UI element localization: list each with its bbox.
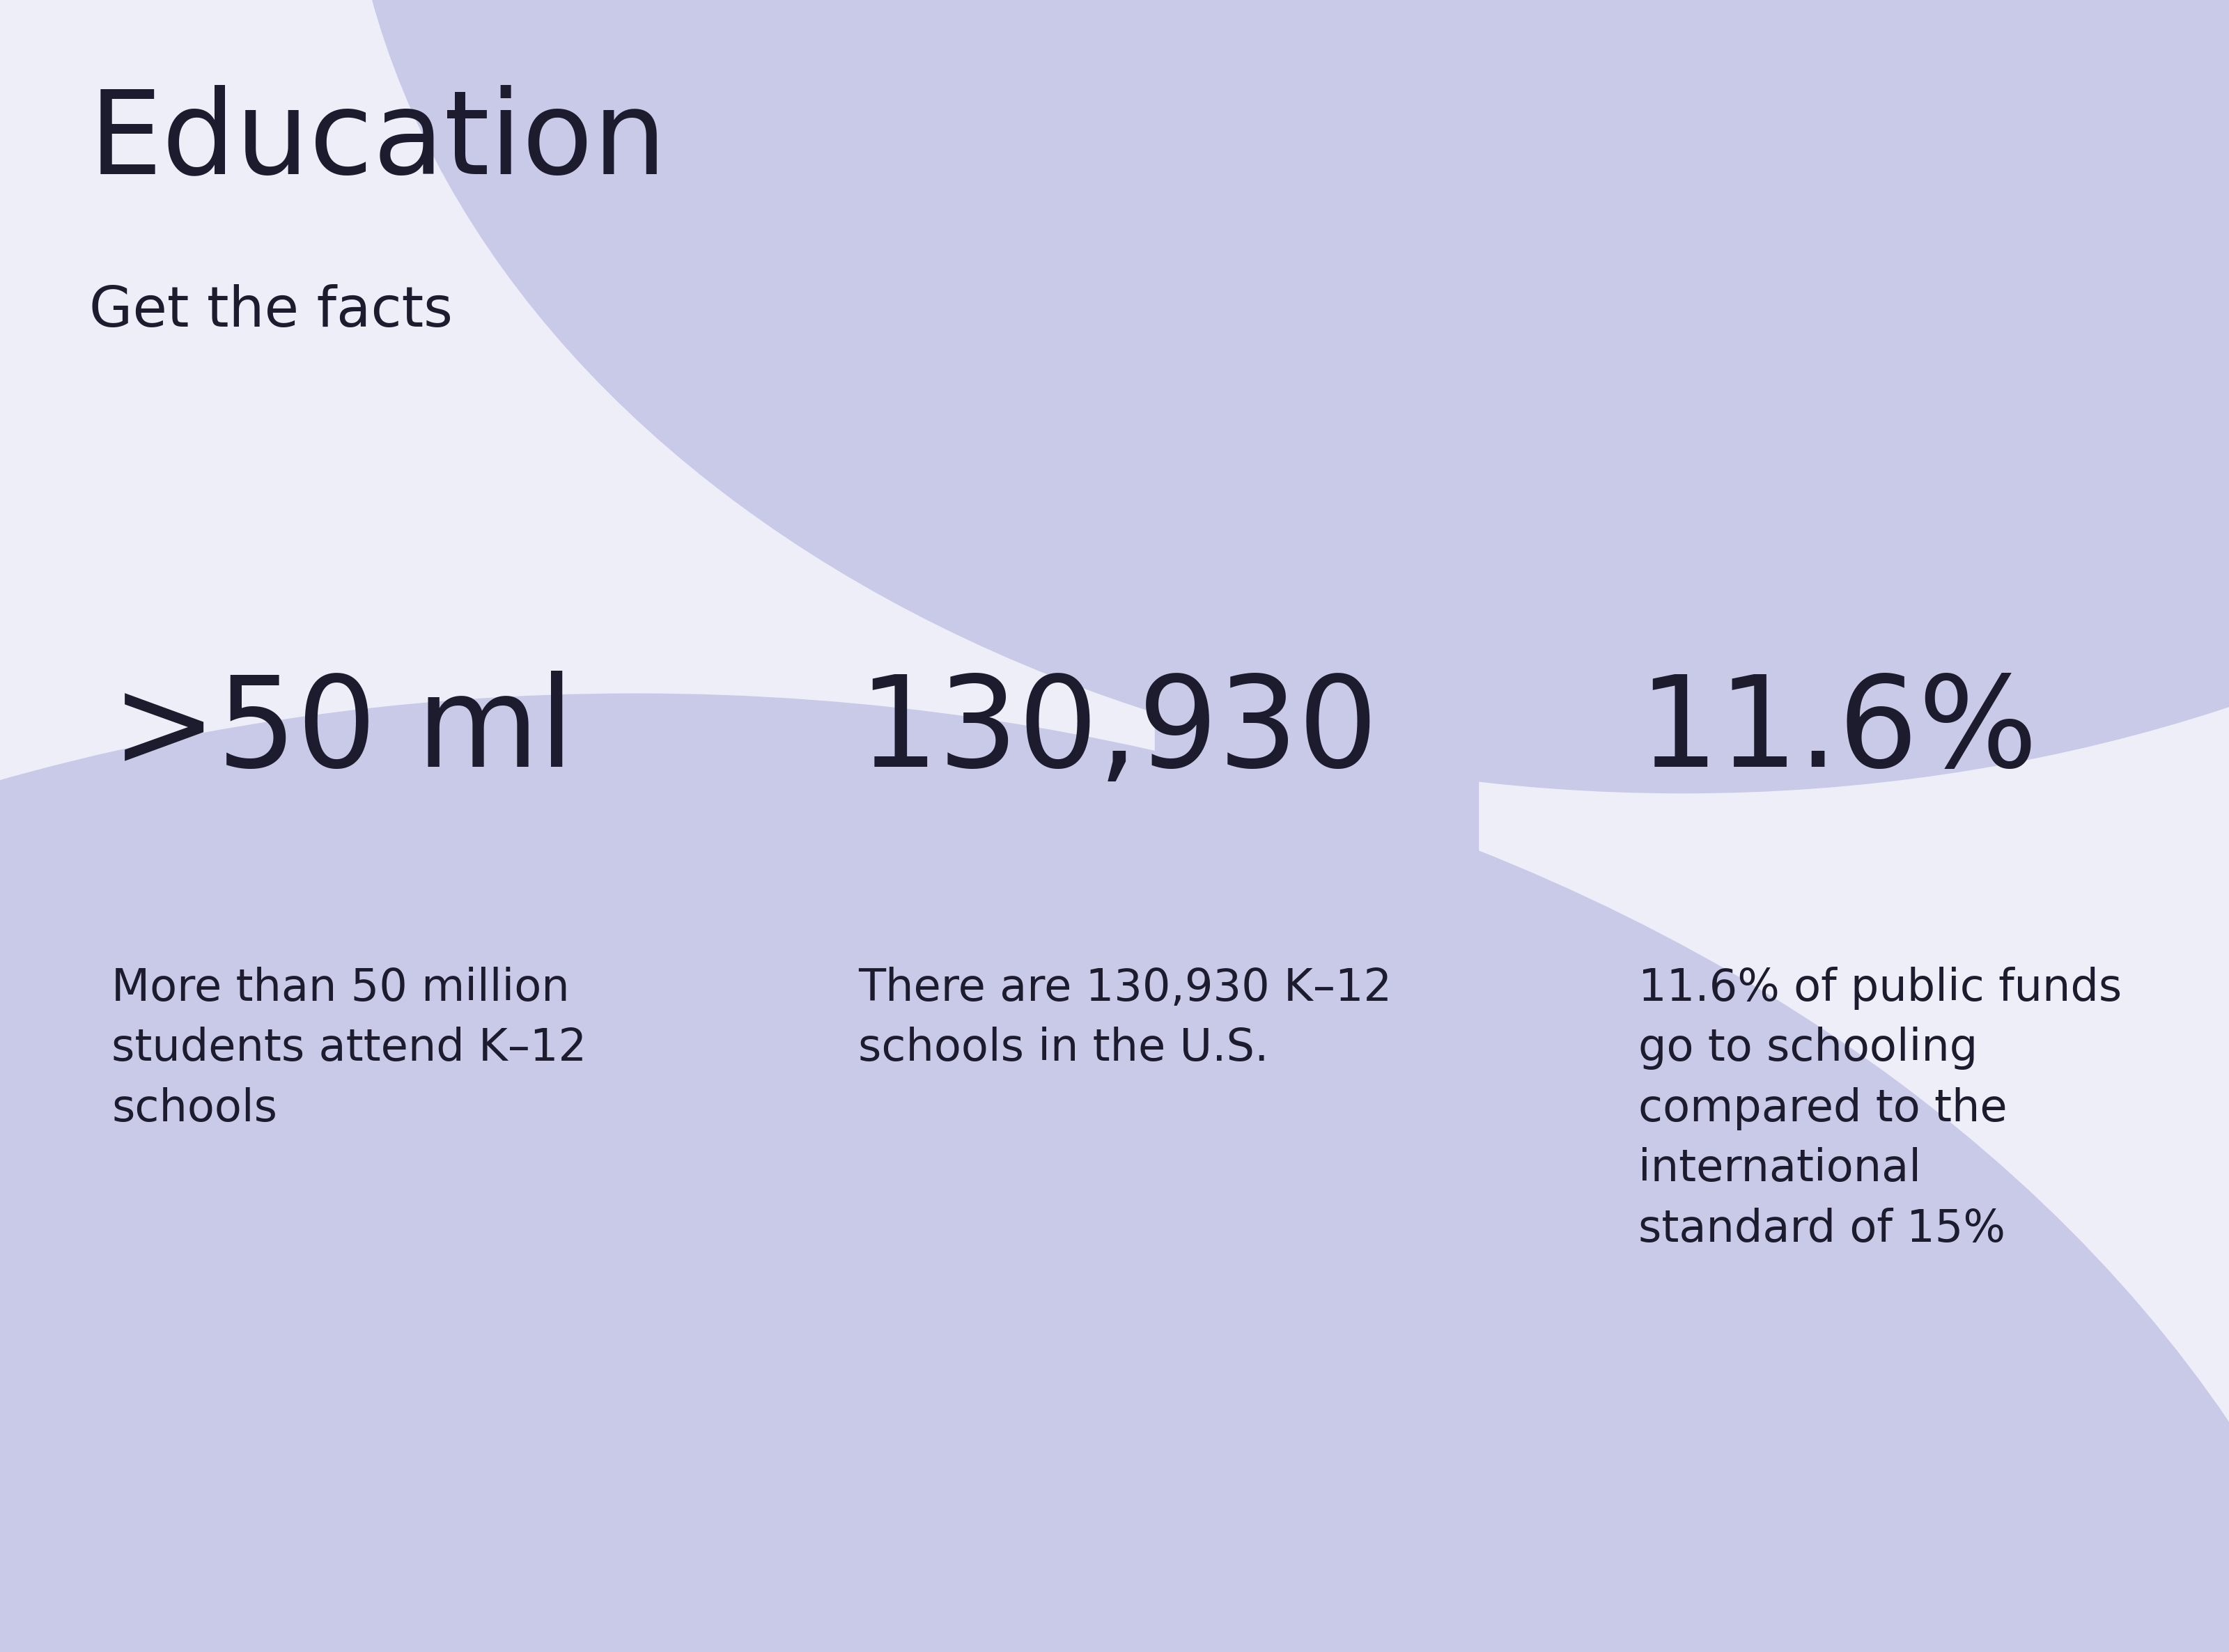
Text: Education: Education: [89, 84, 666, 198]
Text: Get the facts: Get the facts: [89, 284, 452, 339]
Circle shape: [345, 0, 2229, 793]
Text: 130,930: 130,930: [858, 671, 1378, 793]
Text: 11.6%: 11.6%: [1638, 671, 2037, 793]
Bar: [1155, 0, 1478, 1652]
Text: More than 50 million
students attend K–12
schools: More than 50 million students attend K–1…: [111, 966, 586, 1130]
Text: There are 130,930 K–12
schools in the U.S.: There are 130,930 K–12 schools in the U.…: [858, 966, 1391, 1070]
Circle shape: [0, 694, 2229, 1652]
Text: 11.6% of public funds
go to schooling
compared to the
international
standard of : 11.6% of public funds go to schooling co…: [1638, 966, 2122, 1251]
Text: >50 ml: >50 ml: [111, 671, 575, 793]
